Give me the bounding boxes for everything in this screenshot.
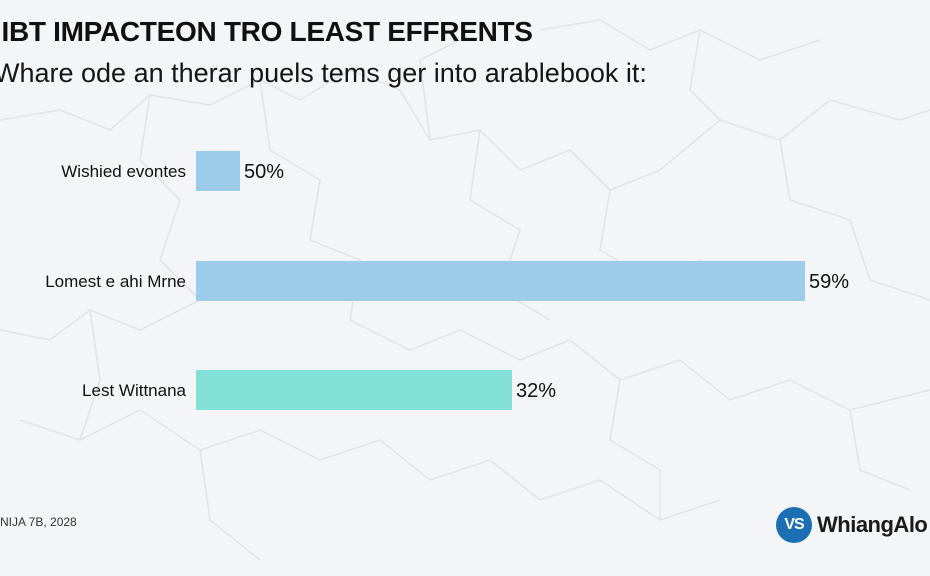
category-label: Lomest e ahi Mrne — [45, 272, 186, 291]
bar — [196, 261, 805, 301]
brand-logo-icon: VS — [776, 507, 812, 543]
bar — [196, 151, 240, 191]
category-label: Lest Wittnana — [82, 381, 186, 400]
chart-title: IIBT IMPACTEON TRO LEAST EFFRENTS — [0, 16, 533, 47]
value-label: 32% — [516, 380, 556, 402]
value-label: 59% — [809, 271, 849, 293]
brand-badge: VS WhiangAlo — [776, 507, 928, 543]
chart-subtitle: Whare ode an therar puels tems ger into … — [0, 58, 647, 88]
brand-name: WhiangAlo — [817, 512, 928, 537]
value-label: 50% — [244, 161, 284, 183]
bar — [196, 370, 512, 410]
footer-date: NIJA 7B, 2028 — [0, 515, 77, 529]
category-label: Wishied evontes — [61, 162, 186, 181]
